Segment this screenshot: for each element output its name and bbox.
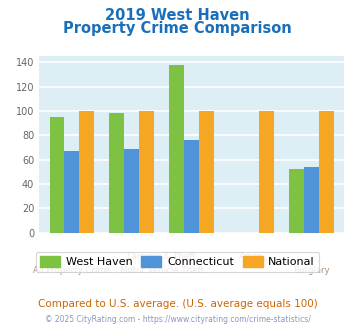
Bar <box>289 169 304 233</box>
Text: Compared to U.S. average. (U.S. average equals 100): Compared to U.S. average. (U.S. average … <box>38 299 317 309</box>
Bar <box>80 111 94 233</box>
Bar <box>65 151 80 233</box>
Bar <box>139 111 154 233</box>
Text: Larceny & Theft: Larceny & Theft <box>127 252 196 261</box>
Text: Arson: Arson <box>239 252 264 261</box>
Bar <box>169 65 184 233</box>
Bar <box>319 111 334 233</box>
Bar <box>199 111 214 233</box>
Text: © 2025 CityRating.com - https://www.cityrating.com/crime-statistics/: © 2025 CityRating.com - https://www.city… <box>45 315 310 324</box>
Bar <box>124 148 139 233</box>
Bar <box>109 113 124 233</box>
Text: 2019 West Haven: 2019 West Haven <box>105 8 250 23</box>
Text: All Property Crime: All Property Crime <box>33 266 111 275</box>
Text: Burglary: Burglary <box>293 266 330 275</box>
Bar <box>259 111 274 233</box>
Bar <box>50 117 65 233</box>
Legend: West Haven, Connecticut, National: West Haven, Connecticut, National <box>36 252 319 272</box>
Text: Motor Vehicle Theft: Motor Vehicle Theft <box>120 266 204 275</box>
Bar <box>184 140 199 233</box>
Text: Property Crime Comparison: Property Crime Comparison <box>63 21 292 36</box>
Bar <box>304 167 319 233</box>
